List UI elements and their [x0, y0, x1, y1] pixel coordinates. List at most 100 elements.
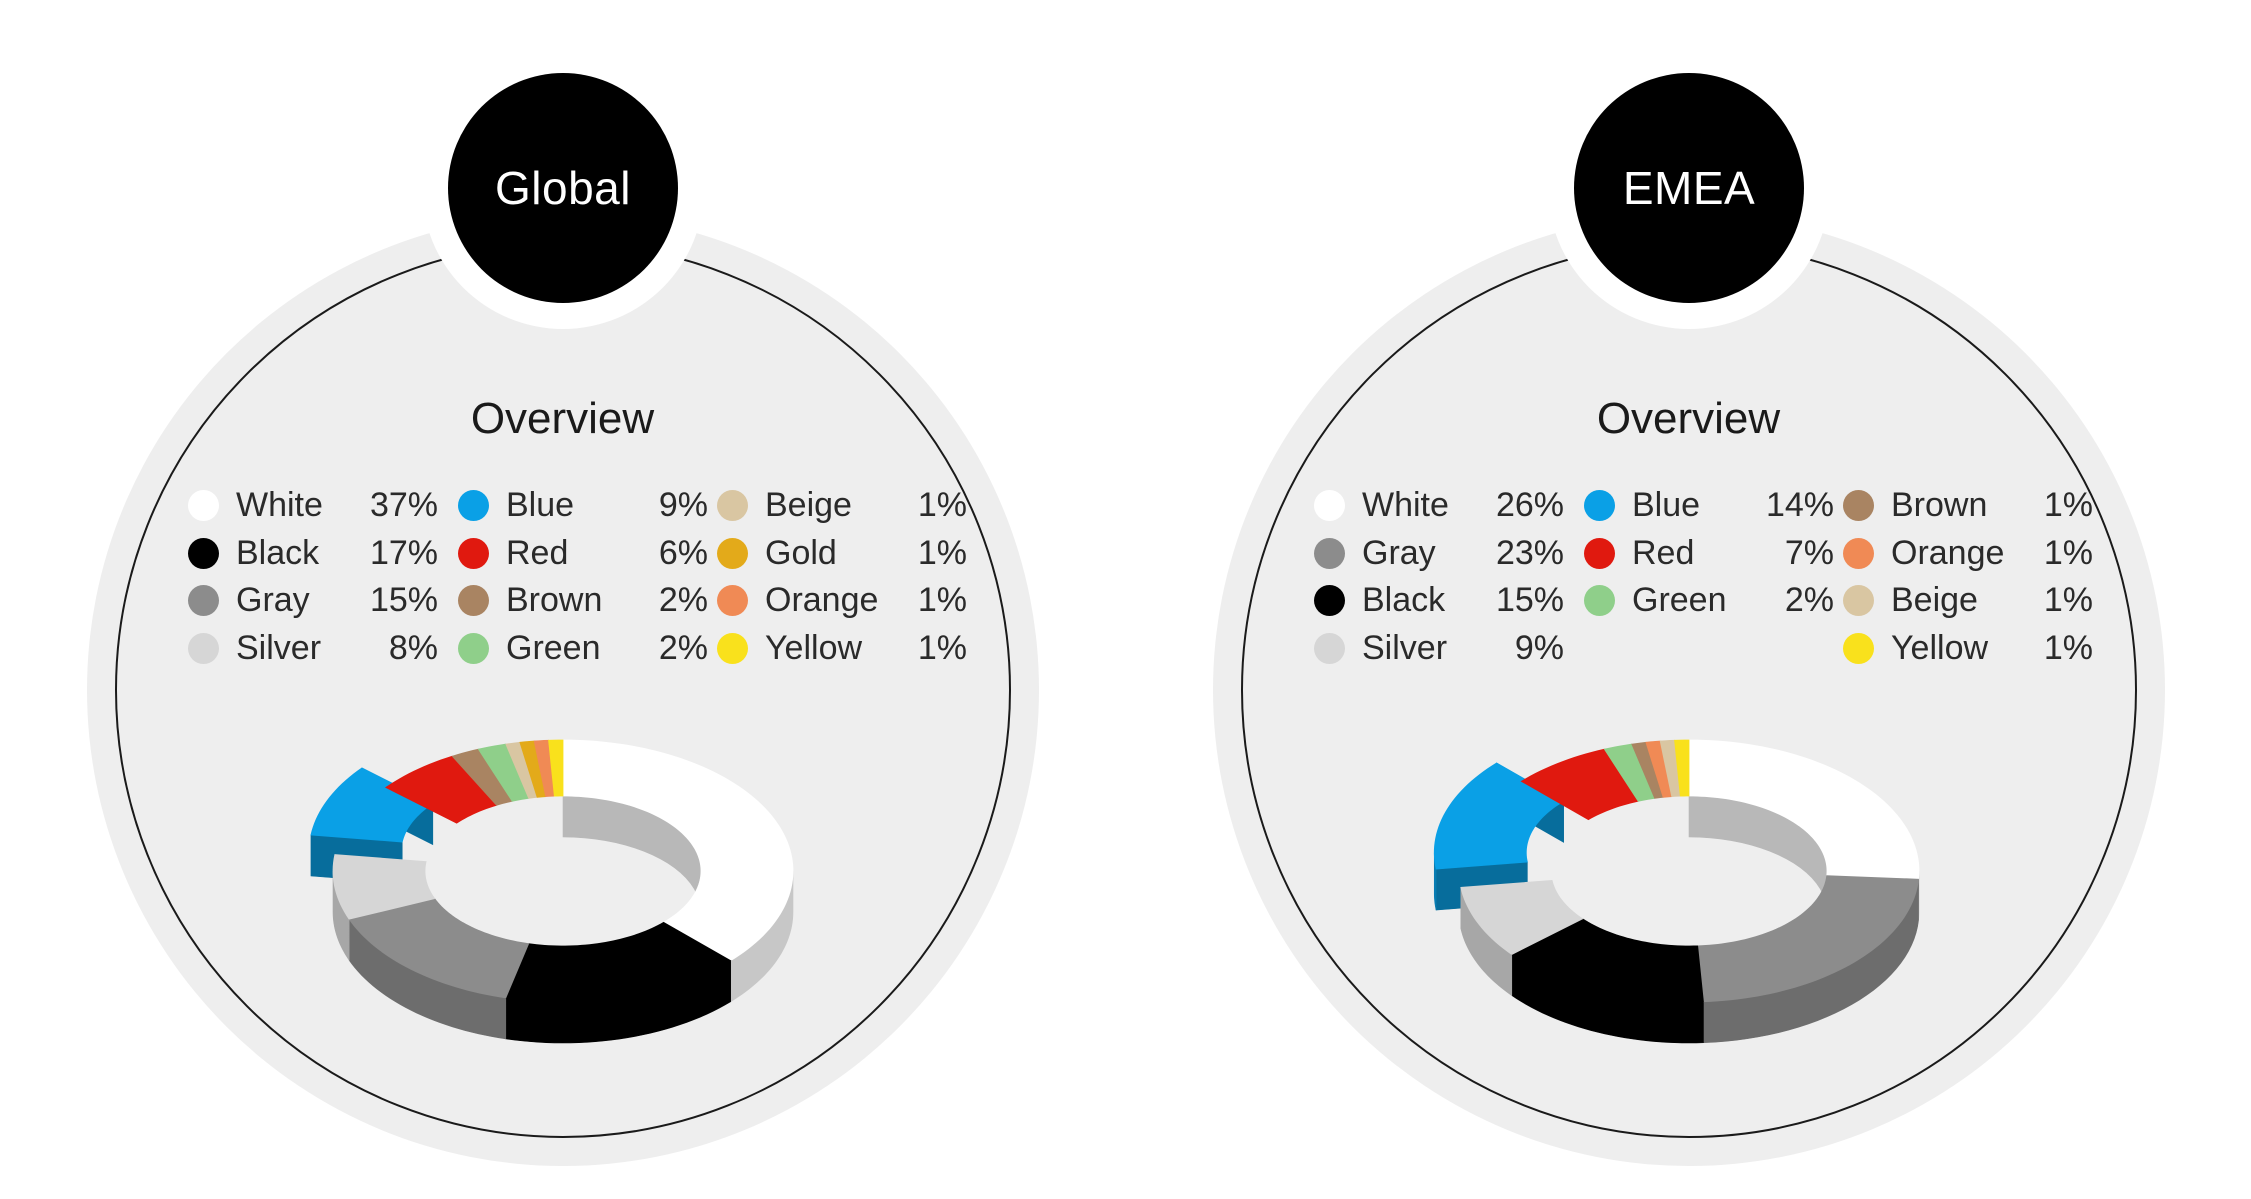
- global-chart-panel: Global Overview White 37% Black 17% Gray 15% S…: [0, 0, 1125, 1199]
- emea-legend-col-3: Brown 1% Orange 1% Beige 1% Yellow 1%: [1843, 482, 2093, 672]
- legend-swatch-black: [1314, 585, 1345, 616]
- emea-legend-col-1: White 26% Gray 23% Black 15% Silver 9%: [1314, 482, 1564, 672]
- legend-swatch-brown: [458, 585, 489, 616]
- legend-item-yellow: Yellow 1%: [717, 625, 967, 673]
- legend-swatch-silver: [188, 632, 219, 664]
- legend-item-beige: Beige 1%: [717, 482, 967, 530]
- global-legend-col-3: Beige 1% Gold 1% Orange 1% Yellow 1%: [717, 482, 967, 672]
- legend-label-gray: Gray: [1362, 533, 1436, 572]
- legend-swatch-black: [188, 537, 219, 569]
- legend-swatch-beige: [1843, 585, 1874, 616]
- slice-silver: [1460, 879, 1584, 955]
- legend-value-green: 2%: [658, 628, 708, 667]
- legend-label-gray: Gray: [236, 581, 310, 619]
- legend-label-silver: Silver: [1362, 628, 1448, 667]
- legend-label-gold: Gold: [765, 533, 837, 572]
- legend-swatch-beige: [717, 490, 748, 521]
- legend-value-gold: 1%: [917, 533, 967, 572]
- legend-swatch-orange: [1843, 537, 1874, 569]
- legend-label-orange: Orange: [1891, 533, 2005, 572]
- legend-item-orange: Orange 1%: [1843, 530, 2093, 578]
- legend-label-red: Red: [1632, 533, 1695, 572]
- legend-swatch-brown: [1843, 490, 1874, 521]
- legend-item-blue: Blue 14%: [1584, 482, 1834, 530]
- legend-label-beige: Beige: [1891, 581, 1978, 619]
- legend-item-orange: Orange 1%: [717, 577, 967, 625]
- legend-value-beige: 1%: [917, 486, 967, 524]
- legend-value-brown: 1%: [2043, 486, 2093, 524]
- global-overview-heading: Overview: [470, 394, 655, 443]
- legend-item-beige: Beige 1%: [1843, 577, 2093, 625]
- legend-swatch-green: [458, 632, 489, 664]
- legend-item-green: Green 2%: [458, 625, 708, 673]
- legend-label-brown: Brown: [1891, 486, 1988, 524]
- legend-value-black: 15%: [1495, 581, 1564, 619]
- legend-item-gray: Gray 23%: [1314, 530, 1564, 578]
- legend-value-blue: 14%: [1765, 486, 1834, 524]
- slice-yellow: [1674, 739, 1690, 797]
- legend-item-black: Black 15%: [1314, 577, 1564, 625]
- legend-label-blue: Blue: [1632, 486, 1701, 524]
- emea-legend-col-2: Blue 14% Red 7% Green 2%: [1584, 482, 1834, 625]
- legend-value-brown: 2%: [658, 581, 708, 619]
- legend-swatch-green: [1584, 585, 1615, 616]
- legend-item-green: Green 2%: [1584, 577, 1834, 625]
- legend-item-black: Black 17%: [188, 530, 438, 578]
- global-legend-col-2: Blue 9% Red 6% Brown 2% Green 2%: [458, 482, 708, 672]
- legend-value-orange: 1%: [917, 581, 967, 619]
- legend-label-orange: Orange: [765, 581, 879, 619]
- legend-swatch-orange: [717, 585, 748, 616]
- legend-value-gray: 23%: [1495, 533, 1564, 572]
- emea-badge: EMEA: [1574, 73, 1804, 303]
- legend-swatch-gray: [188, 585, 219, 616]
- legend-item-brown: Brown 2%: [458, 577, 708, 625]
- legend-value-blue: 9%: [658, 486, 708, 524]
- background-disc: [87, 214, 1039, 1166]
- donut-chart: [1433, 739, 1920, 1044]
- legend-value-white: 26%: [1495, 486, 1564, 524]
- legend-swatch-blue: [1584, 490, 1615, 521]
- legend-item-brown: Brown 1%: [1843, 482, 2093, 530]
- legend-value-red: 7%: [1784, 533, 1834, 572]
- legend-label-white: White: [1362, 486, 1449, 524]
- legend-swatch-gray: [1314, 537, 1345, 569]
- legend-swatch-red: [458, 537, 489, 569]
- legend-value-silver: 8%: [388, 628, 438, 667]
- legend-item-red: Red 7%: [1584, 530, 1834, 578]
- legend-item-silver: Silver 9%: [1314, 625, 1564, 673]
- global-badge: Global: [448, 73, 678, 303]
- legend-value-yellow: 1%: [2043, 628, 2093, 667]
- legend-label-beige: Beige: [765, 486, 852, 524]
- legend-swatch-yellow: [717, 632, 748, 664]
- legend-swatch-red: [1584, 537, 1615, 569]
- legend-swatch-yellow: [1843, 632, 1874, 664]
- legend-item-silver: Silver 8%: [188, 625, 438, 673]
- slice-yellow: [548, 739, 564, 797]
- legend-item-gray: Gray 15%: [188, 577, 438, 625]
- legend-value-silver: 9%: [1514, 628, 1564, 667]
- legend-label-green: Green: [1632, 581, 1727, 619]
- legend-value-green: 2%: [1784, 581, 1834, 619]
- legend-swatch-gold: [717, 537, 748, 569]
- legend-label-yellow: Yellow: [1891, 628, 1989, 667]
- legend-label-black: Black: [236, 533, 320, 572]
- legend-label-yellow: Yellow: [765, 628, 863, 667]
- legend-swatch-silver: [1314, 632, 1345, 664]
- legend-label-white: White: [236, 486, 323, 524]
- legend-value-gray: 15%: [369, 581, 438, 619]
- legend-label-brown: Brown: [506, 581, 603, 619]
- legend-item-white: White 26%: [1314, 482, 1564, 530]
- legend-label-green: Green: [506, 628, 601, 667]
- legend-swatch-white: [188, 490, 219, 521]
- legend-value-orange: 1%: [2043, 533, 2093, 572]
- legend-label-red: Red: [506, 533, 569, 572]
- legend-label-black: Black: [1362, 581, 1446, 619]
- legend-value-white: 37%: [369, 486, 438, 524]
- legend-swatch-blue: [458, 490, 489, 521]
- legend-item-red: Red 6%: [458, 530, 708, 578]
- legend-item-blue: Blue 9%: [458, 482, 708, 530]
- background-disc: [1213, 214, 2165, 1166]
- legend-swatch-white: [1314, 490, 1345, 521]
- legend-value-beige: 1%: [2043, 581, 2093, 619]
- legend-item-yellow: Yellow 1%: [1843, 625, 2093, 673]
